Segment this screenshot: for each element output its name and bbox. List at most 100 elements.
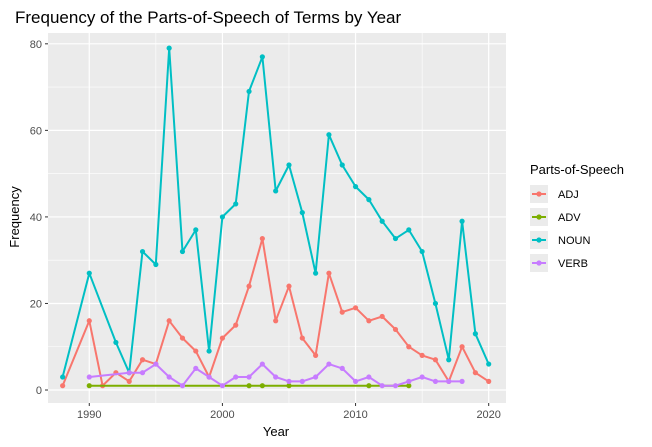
data-point-verb: [313, 374, 319, 380]
x-tick-label: 1990: [77, 409, 101, 421]
y-tick-label: 20: [30, 298, 42, 310]
data-point-adj: [166, 318, 172, 324]
axis-ticks: [45, 43, 490, 406]
legend-point-verb: [536, 260, 542, 266]
legend-item-adj: ADJ: [530, 185, 579, 203]
data-point-adj: [179, 335, 186, 341]
data-point-noun: [273, 188, 279, 194]
data-point-adj: [193, 348, 199, 354]
legend-label-verb: VERB: [558, 258, 588, 270]
data-point-adj: [259, 235, 265, 242]
legend-title: Parts-of-Speech: [530, 162, 624, 177]
data-point-noun: [299, 209, 305, 216]
data-point-adj: [339, 309, 345, 315]
data-point-adj: [139, 357, 146, 363]
y-tick-labels: 0 20 40 60 80: [30, 39, 42, 397]
legend-item-noun: NOUN: [530, 231, 590, 249]
data-point-noun: [446, 357, 452, 363]
data-point-adj: [419, 352, 425, 358]
data-point-verb: [366, 374, 372, 380]
data-point-noun: [139, 248, 146, 255]
data-point-adj: [379, 313, 385, 320]
series-adj: [60, 235, 492, 389]
data-point-adj: [273, 318, 279, 324]
data-point-verb: [126, 370, 132, 376]
major-gridlines: [48, 33, 506, 403]
data-point-adj: [126, 378, 132, 384]
legend-point-adv: [536, 214, 542, 220]
data-point-verb: [193, 365, 199, 371]
data-point-verb: [406, 378, 412, 384]
data-point-adj: [432, 357, 439, 363]
data-point-verb: [392, 383, 399, 389]
y-tick-label: 40: [30, 212, 42, 224]
data-point-adj: [219, 335, 226, 341]
data-point-verb: [299, 378, 305, 384]
data-point-adj: [326, 270, 332, 276]
series-noun: [60, 45, 492, 380]
data-point-noun: [233, 201, 239, 207]
series-layer: [60, 45, 492, 389]
legend: Parts-of-Speech ADJ ADV NOUN VERB: [530, 162, 624, 272]
legend-point-adj: [536, 191, 542, 197]
y-tick-label: 80: [30, 39, 42, 51]
data-point-verb: [219, 383, 226, 389]
data-point-noun: [419, 248, 425, 255]
data-point-noun: [286, 162, 292, 168]
y-tick-label: 60: [30, 125, 42, 137]
data-point-adj: [352, 305, 359, 311]
data-point-noun: [179, 248, 186, 255]
data-point-verb: [246, 374, 252, 380]
data-point-verb: [139, 370, 146, 376]
data-point-noun: [486, 361, 492, 367]
data-point-noun: [193, 227, 199, 233]
data-point-noun: [326, 132, 332, 138]
data-point-adj: [299, 335, 305, 341]
x-tick-label: 2010: [343, 409, 367, 421]
data-point-noun: [339, 162, 345, 168]
data-point-verb: [179, 383, 186, 389]
data-point-adv: [286, 383, 292, 389]
data-point-adv: [366, 383, 372, 389]
data-point-noun: [313, 270, 319, 276]
data-point-adj: [366, 318, 372, 324]
y-axis-title: Frequency: [7, 186, 22, 248]
legend-point-noun: [536, 237, 542, 243]
data-point-noun: [259, 54, 265, 60]
data-point-verb: [233, 374, 239, 380]
legend-item-verb: VERB: [530, 254, 588, 272]
series-verb: [86, 361, 465, 389]
x-tick-label: 2000: [210, 409, 234, 421]
data-point-verb: [459, 378, 465, 384]
data-point-noun: [459, 218, 465, 224]
data-point-adj: [246, 283, 252, 289]
data-point-verb: [273, 374, 279, 380]
data-point-verb: [432, 378, 439, 384]
data-point-noun: [246, 88, 252, 95]
data-point-verb: [153, 361, 159, 367]
data-point-adv: [259, 383, 265, 389]
x-tick-labels: 1990 2000 2010 2020: [77, 409, 501, 421]
data-point-noun: [366, 197, 372, 203]
data-point-noun: [153, 261, 159, 268]
data-point-adj: [60, 383, 66, 389]
minor-gridlines: [48, 33, 506, 403]
data-point-verb: [446, 378, 452, 384]
data-point-adj: [486, 378, 492, 384]
data-point-adj: [286, 283, 292, 289]
data-point-noun: [406, 227, 412, 233]
data-point-verb: [206, 374, 212, 380]
data-point-adj: [459, 344, 465, 350]
chart-title: Frequency of the Parts-of-Speech of Term…: [15, 8, 402, 27]
legend-label-adv: ADV: [558, 212, 581, 224]
data-point-noun: [472, 331, 478, 337]
data-point-verb: [352, 378, 359, 384]
data-point-verb: [419, 374, 425, 380]
data-point-verb: [259, 361, 265, 367]
x-tick-label: 2020: [476, 409, 500, 421]
data-point-noun: [432, 300, 439, 307]
data-point-adv: [86, 383, 92, 389]
data-point-verb: [379, 383, 385, 389]
data-point-adj: [406, 344, 412, 350]
